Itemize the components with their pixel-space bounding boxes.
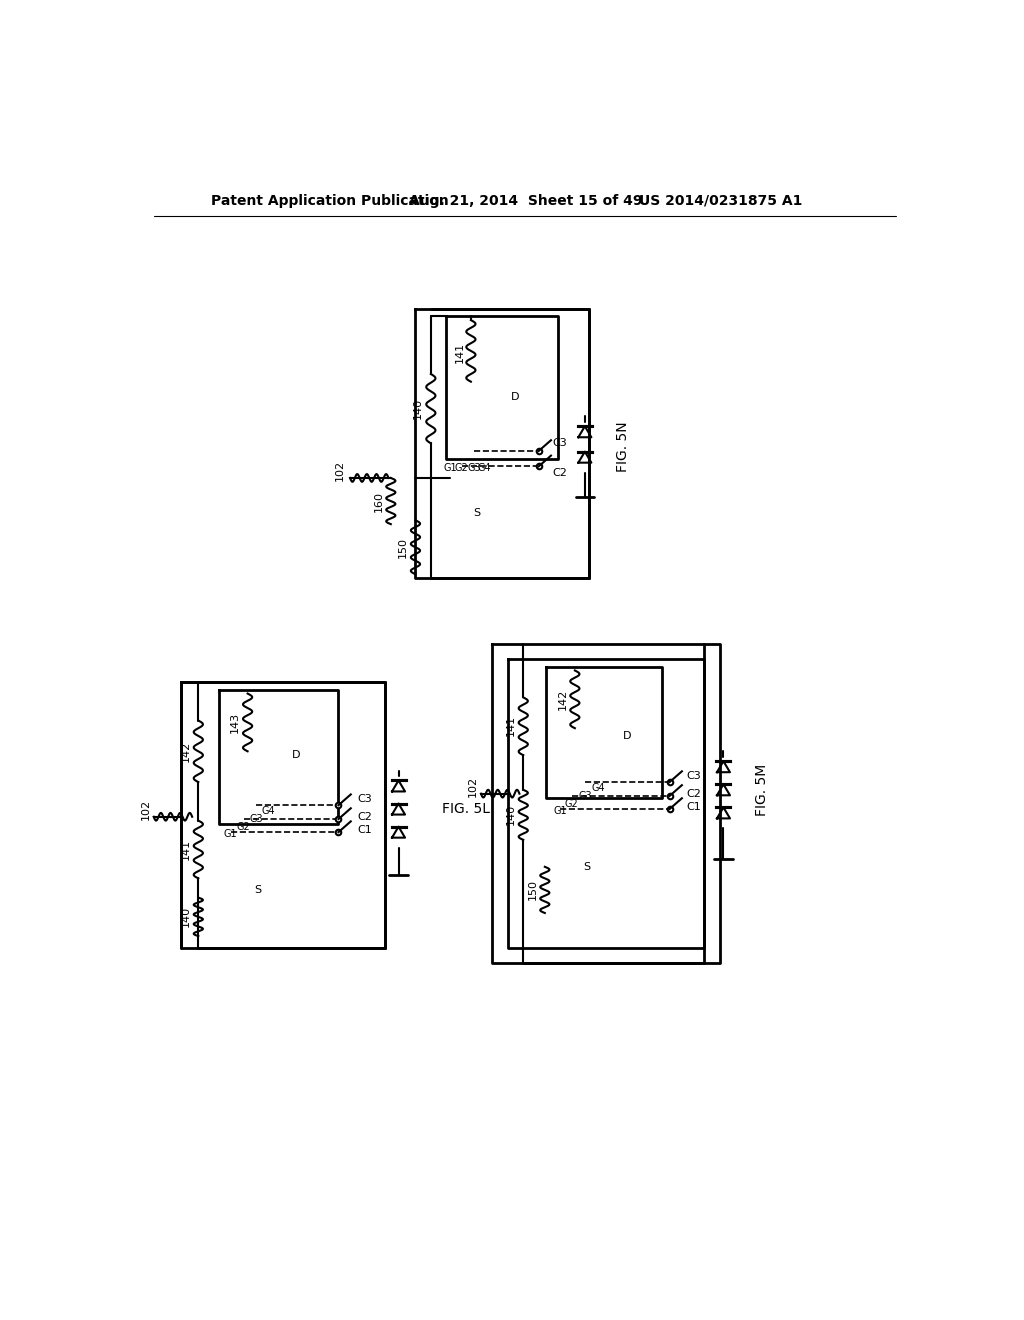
Text: G1: G1 [224,829,238,840]
Text: G2: G2 [237,822,251,832]
Text: 102: 102 [141,799,151,820]
Text: G3: G3 [467,463,481,473]
Text: 141: 141 [506,715,516,737]
Text: S: S [254,884,261,895]
Text: S: S [583,862,590,871]
Text: C2: C2 [357,812,373,822]
Text: D: D [292,750,300,760]
Text: G3: G3 [578,791,592,801]
Text: 160: 160 [374,491,384,512]
Text: C2: C2 [686,789,701,800]
Text: C3: C3 [686,771,701,781]
Text: 102: 102 [335,459,345,480]
Text: 142: 142 [557,689,567,710]
Text: 102: 102 [468,775,478,796]
Text: G4: G4 [261,807,275,816]
Text: D: D [511,392,520,403]
Text: G4: G4 [478,463,492,473]
Text: 141: 141 [455,342,464,363]
Text: Patent Application Publication: Patent Application Publication [211,194,450,207]
Text: 143: 143 [230,713,241,734]
Text: G4: G4 [591,783,605,793]
Text: 140: 140 [506,804,516,825]
Text: G1: G1 [443,463,457,473]
Text: G2: G2 [565,799,579,809]
Text: FIG. 5N: FIG. 5N [616,422,631,473]
Text: C1: C1 [686,801,701,812]
Text: 150: 150 [398,537,409,558]
Text: C3: C3 [553,438,567,449]
Text: G1: G1 [553,807,567,816]
Text: D: D [623,731,632,741]
Text: 140: 140 [413,399,423,420]
Text: Aug. 21, 2014  Sheet 15 of 49: Aug. 21, 2014 Sheet 15 of 49 [410,194,643,207]
Text: 140: 140 [181,907,191,928]
Text: G2: G2 [455,463,469,473]
Text: S: S [473,508,480,517]
Text: 142: 142 [181,741,191,762]
Text: C1: C1 [357,825,373,834]
Text: FIG. 5M: FIG. 5M [755,764,769,816]
Text: 141: 141 [181,838,191,859]
Text: US 2014/0231875 A1: US 2014/0231875 A1 [639,194,802,207]
Text: G3: G3 [249,814,263,824]
Text: C2: C2 [553,467,567,478]
Text: C3: C3 [357,795,373,804]
Text: 150: 150 [527,879,538,900]
Text: FIG. 5L: FIG. 5L [442,803,490,816]
